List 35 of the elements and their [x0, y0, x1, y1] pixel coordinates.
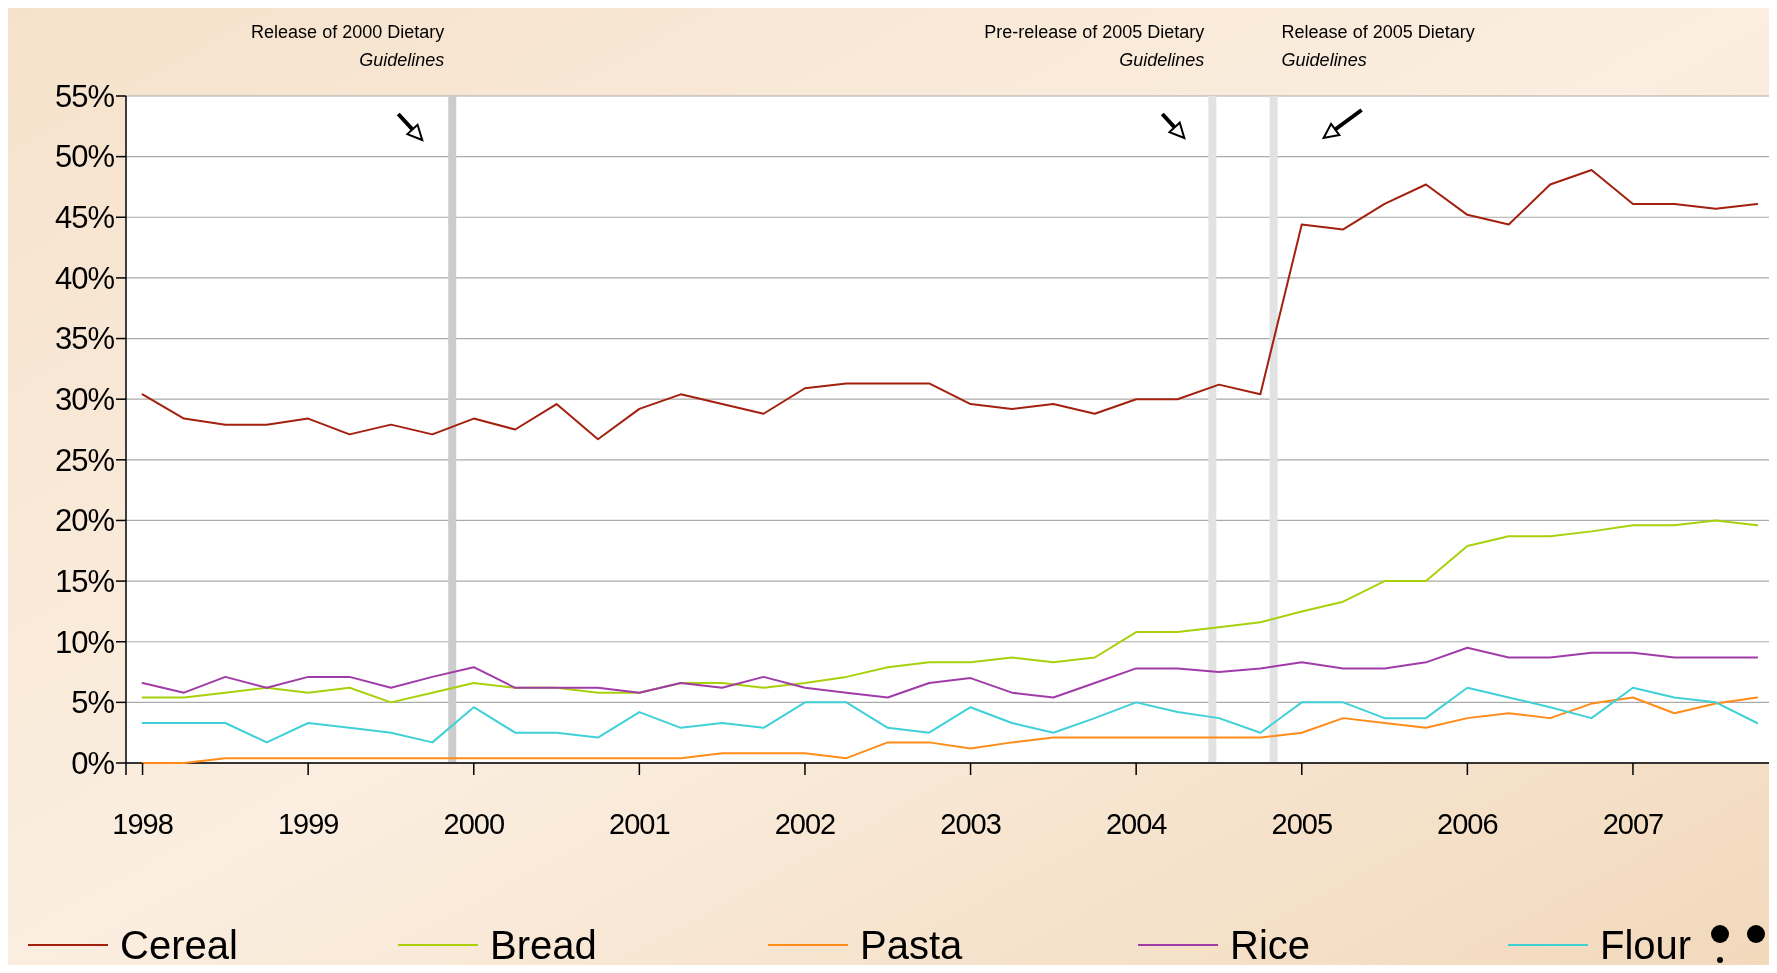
- ref-line-label: Release of 2000 Dietary Guidelines: [251, 22, 445, 70]
- y-tick-label: 30%: [54, 382, 115, 418]
- y-tick-label: 45%: [54, 200, 115, 236]
- x-tick-label: 1999: [277, 808, 339, 840]
- legend-label: Flour: [1600, 923, 1692, 967]
- x-tick-label: 2004: [1105, 808, 1168, 840]
- x-tick-label: 2003: [940, 808, 1001, 840]
- x-tick-label: 2001: [609, 808, 670, 840]
- x-tick-label: 2002: [774, 808, 836, 840]
- y-tick-label: 0%: [71, 745, 115, 781]
- line-series: [141, 519, 1759, 704]
- y-tick-label: 20%: [54, 503, 115, 539]
- line-series: [141, 646, 1759, 699]
- y-tick-label: 25%: [54, 442, 115, 478]
- line-series: [141, 168, 1759, 441]
- line-series: [141, 686, 1759, 744]
- y-tick-label: 40%: [54, 260, 115, 296]
- ref-line-label: Release of 2005 Dietary Guidelines: [1281, 22, 1475, 70]
- x-tick-label: 2007: [1602, 808, 1664, 840]
- x-tick-label: 2005: [1271, 808, 1333, 840]
- y-tick-label: 50%: [54, 139, 115, 175]
- legend-label: Rice: [1230, 923, 1311, 967]
- y-tick-label: 5%: [71, 685, 115, 721]
- ref-line-label: Pre-release of 2005 Dietary Guidelines: [984, 22, 1205, 70]
- legend-label: Bread: [490, 923, 597, 967]
- legend-label: Pasta: [860, 923, 964, 967]
- x-tick-label: 1998: [112, 808, 173, 840]
- y-tick-label: 55%: [54, 78, 115, 114]
- line-series: [141, 696, 1759, 764]
- legend-label: Cereal: [120, 923, 238, 967]
- y-tick-label: 15%: [54, 563, 115, 599]
- x-tick-label: 2006: [1437, 808, 1498, 840]
- x-tick-label: 2000: [443, 808, 505, 840]
- y-tick-label: 10%: [54, 624, 115, 660]
- y-tick-label: 35%: [54, 321, 115, 357]
